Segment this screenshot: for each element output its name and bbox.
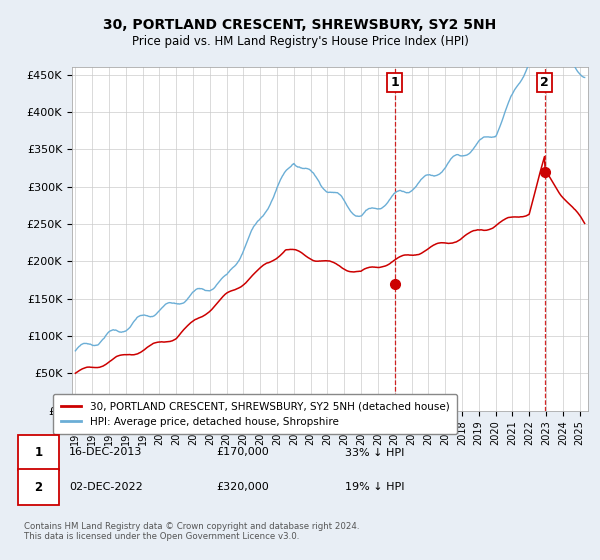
Text: 02-DEC-2022: 02-DEC-2022 — [69, 482, 143, 492]
Text: 16-DEC-2013: 16-DEC-2013 — [69, 447, 142, 458]
Text: 30, PORTLAND CRESCENT, SHREWSBURY, SY2 5NH: 30, PORTLAND CRESCENT, SHREWSBURY, SY2 5… — [103, 18, 497, 32]
Text: 1: 1 — [34, 446, 43, 459]
Text: £170,000: £170,000 — [216, 447, 269, 458]
Text: Price paid vs. HM Land Registry's House Price Index (HPI): Price paid vs. HM Land Registry's House … — [131, 35, 469, 49]
Text: £320,000: £320,000 — [216, 482, 269, 492]
Text: Contains HM Land Registry data © Crown copyright and database right 2024.
This d: Contains HM Land Registry data © Crown c… — [24, 522, 359, 542]
Legend: 30, PORTLAND CRESCENT, SHREWSBURY, SY2 5NH (detached house), HPI: Average price,: 30, PORTLAND CRESCENT, SHREWSBURY, SY2 5… — [53, 394, 457, 434]
Text: 19% ↓ HPI: 19% ↓ HPI — [345, 482, 404, 492]
Text: 2: 2 — [540, 76, 549, 89]
Text: 1: 1 — [391, 76, 399, 89]
Text: 33% ↓ HPI: 33% ↓ HPI — [345, 447, 404, 458]
Text: 2: 2 — [34, 480, 43, 494]
